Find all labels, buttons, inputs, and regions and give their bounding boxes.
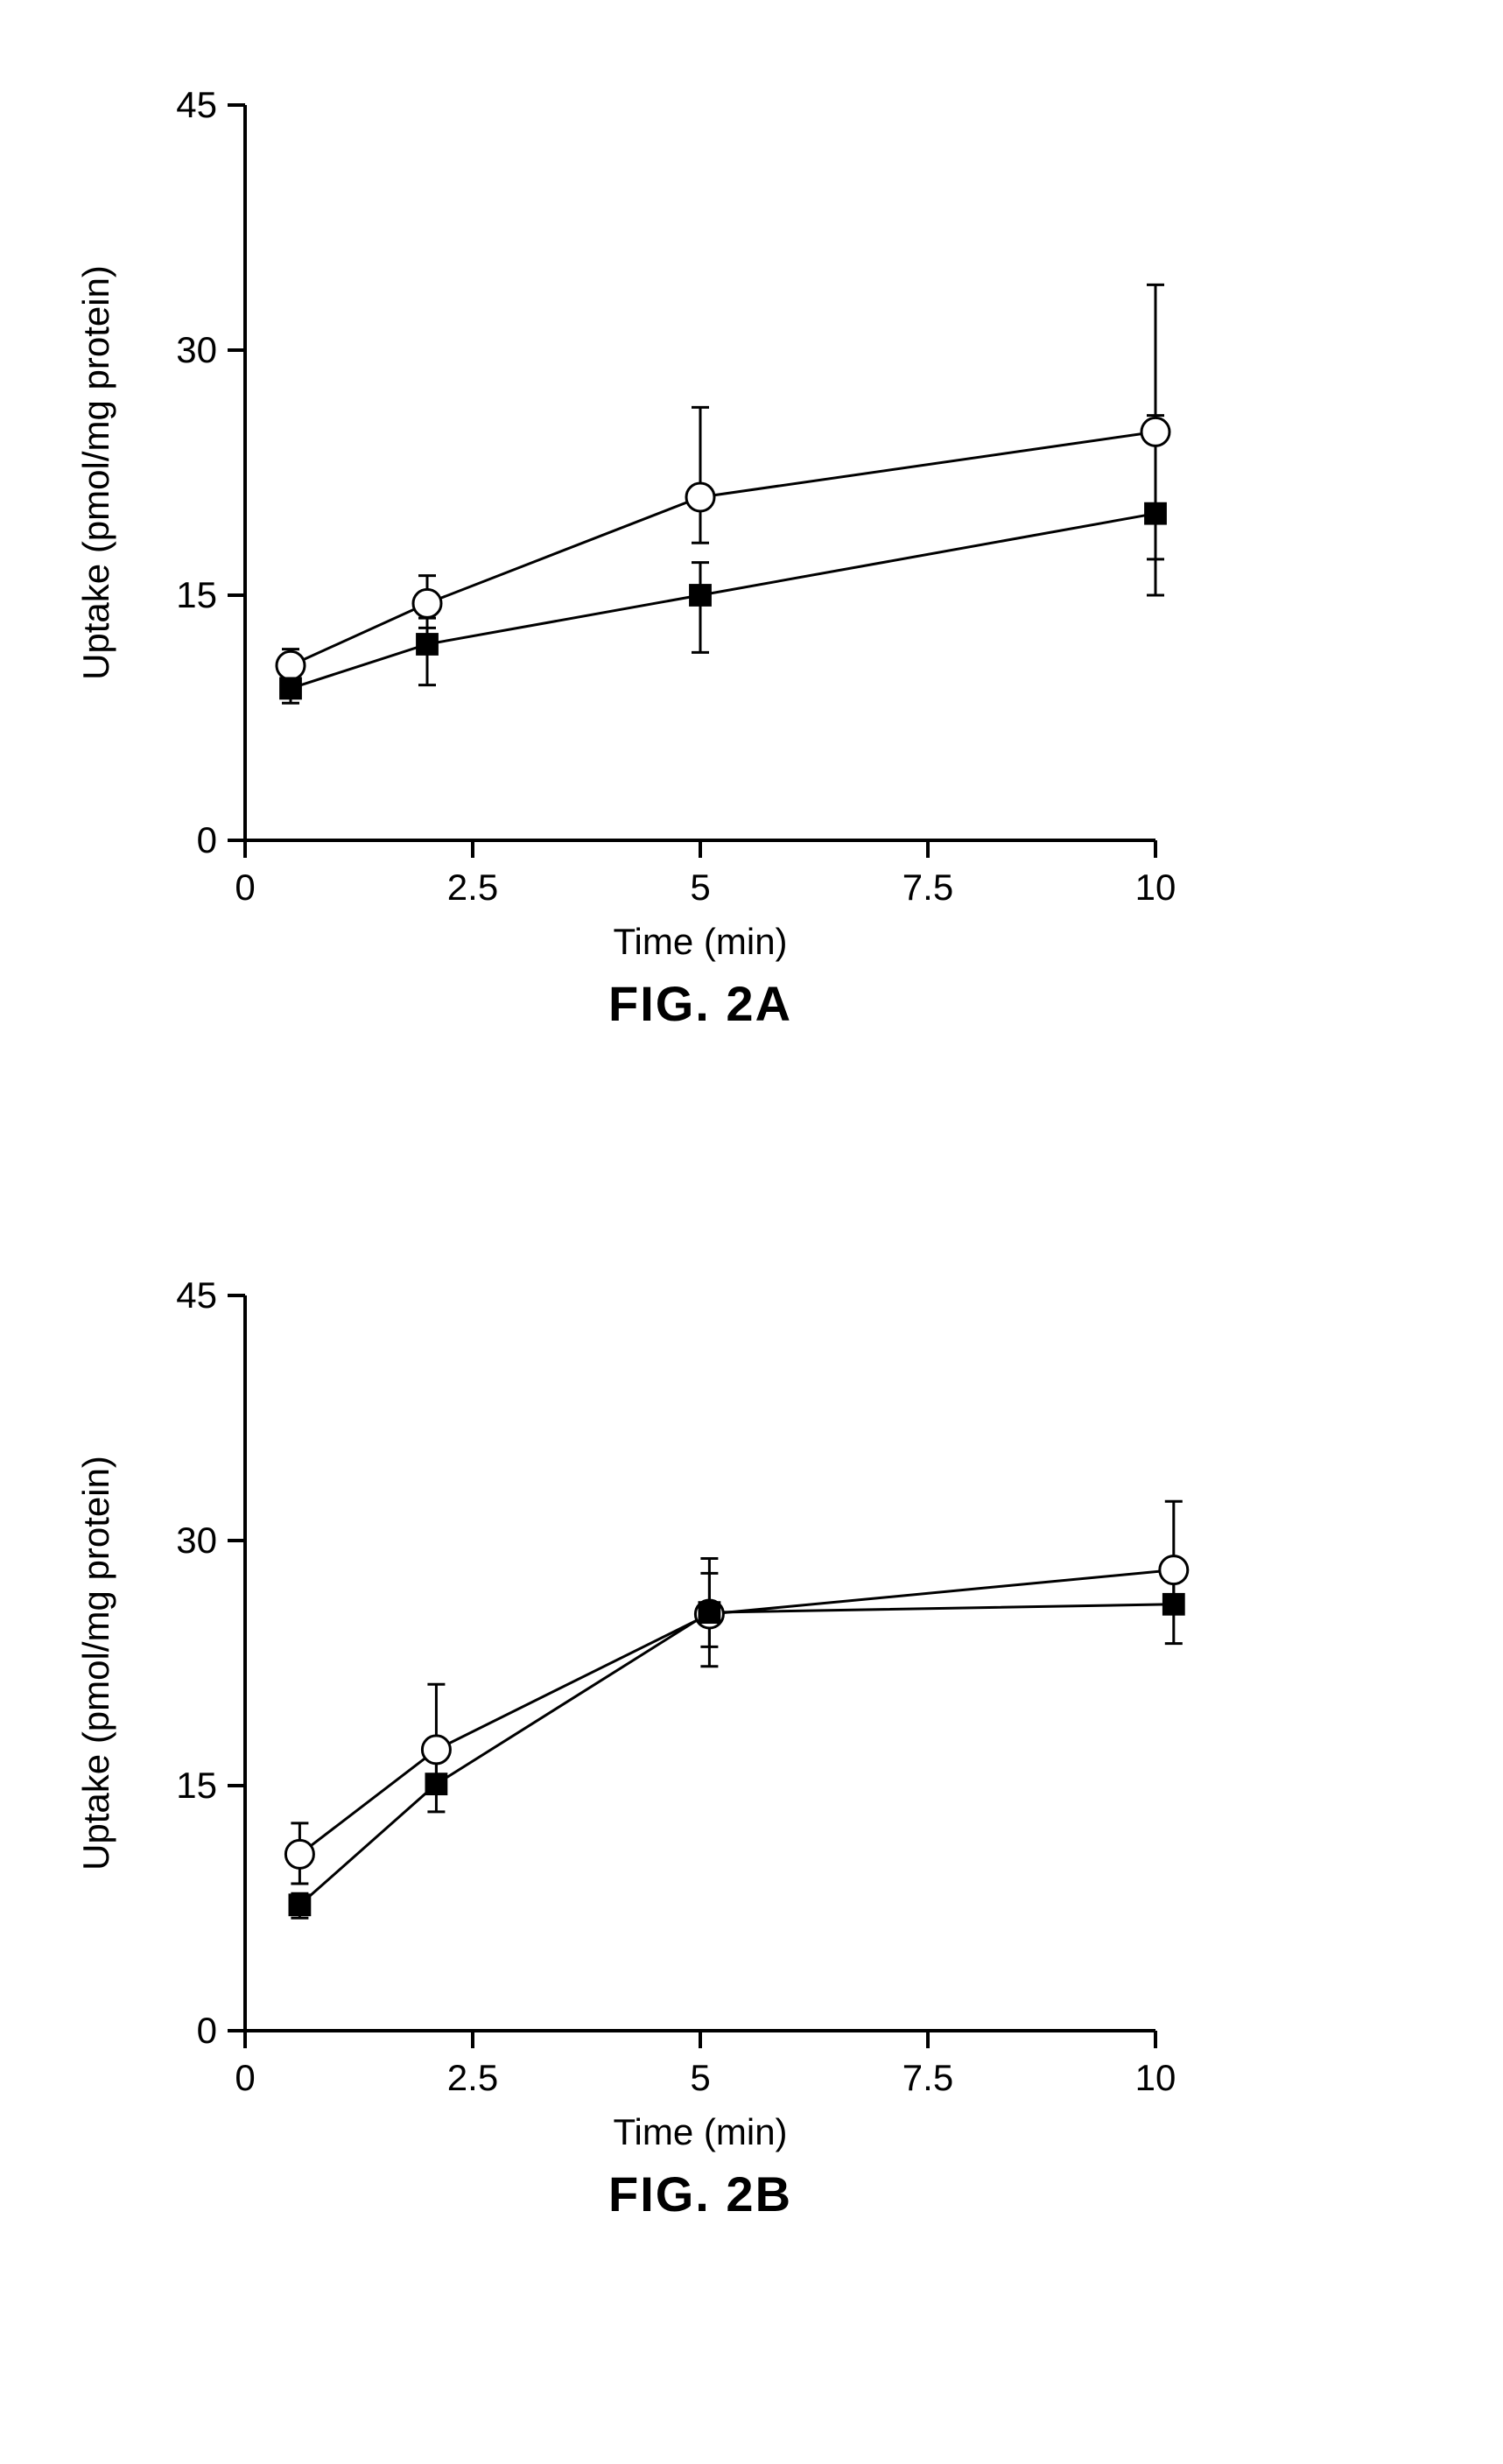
x-tick-label: 10 <box>1135 2057 1176 2099</box>
x-axis-label: Time (min) <box>613 2111 787 2153</box>
open-circle-marker-icon <box>277 651 305 679</box>
filled-square-marker-icon <box>426 1773 447 1794</box>
x-tick-label: 10 <box>1135 867 1176 909</box>
axes <box>228 105 1155 858</box>
open-circle-marker-icon <box>1141 418 1169 446</box>
filled-square-marker-icon <box>1145 503 1166 524</box>
x-tick-label: 0 <box>235 2057 255 2099</box>
fig-2a: 015304502.557.510Uptake (pmol/mg protein… <box>245 105 1155 840</box>
open-circle-marker-icon <box>413 589 441 617</box>
open-circle-marker-icon <box>285 1840 313 1868</box>
x-axis-label: Time (min) <box>613 921 787 963</box>
filled-square-marker-icon <box>280 678 301 699</box>
filled-square-marker-icon <box>290 1894 311 1915</box>
y-axis-label: Uptake (pmol/mg protein) <box>75 1456 117 1871</box>
x-tick-label: 2.5 <box>447 867 498 909</box>
filled-square-marker-icon <box>417 634 438 655</box>
plot-svg <box>245 105 1155 840</box>
open-circle-series-markers <box>285 1556 1187 1869</box>
y-tick-label: 15 <box>112 1765 217 1807</box>
y-axis-label: Uptake (pmol/mg protein) <box>75 265 117 680</box>
y-tick-label: 30 <box>112 329 217 371</box>
x-tick-label: 0 <box>235 867 255 909</box>
y-tick-label: 0 <box>112 2010 217 2052</box>
y-tick-label: 45 <box>112 84 217 126</box>
y-tick-label: 15 <box>112 574 217 616</box>
x-tick-label: 5 <box>690 867 710 909</box>
x-tick-label: 5 <box>690 2057 710 2099</box>
open-circle-marker-icon <box>686 483 714 511</box>
x-tick-label: 7.5 <box>903 867 953 909</box>
filled-square-marker-icon <box>699 1602 720 1623</box>
fig-2b: 015304502.557.510Uptake (pmol/mg protein… <box>245 1295 1155 2031</box>
filled-square-marker-icon <box>690 585 711 606</box>
filled-square-marker-icon <box>1163 1594 1184 1615</box>
figure-caption: FIG. 2B <box>608 2166 792 2222</box>
y-tick-label: 30 <box>112 1520 217 1562</box>
series-line <box>291 432 1155 665</box>
open-circle-series-markers <box>277 418 1169 679</box>
open-circle-marker-icon <box>422 1736 450 1764</box>
plot-svg <box>245 1295 1155 2031</box>
filled-square-series <box>282 416 1164 704</box>
figure-caption: FIG. 2A <box>608 975 792 1032</box>
y-tick-label: 0 <box>112 819 217 861</box>
x-tick-label: 7.5 <box>903 2057 953 2099</box>
x-tick-label: 2.5 <box>447 2057 498 2099</box>
open-circle-series <box>291 1501 1182 1884</box>
open-circle-marker-icon <box>1160 1556 1188 1584</box>
y-tick-label: 45 <box>112 1274 217 1316</box>
axes <box>228 1295 1155 2048</box>
open-circle-series <box>282 284 1164 683</box>
